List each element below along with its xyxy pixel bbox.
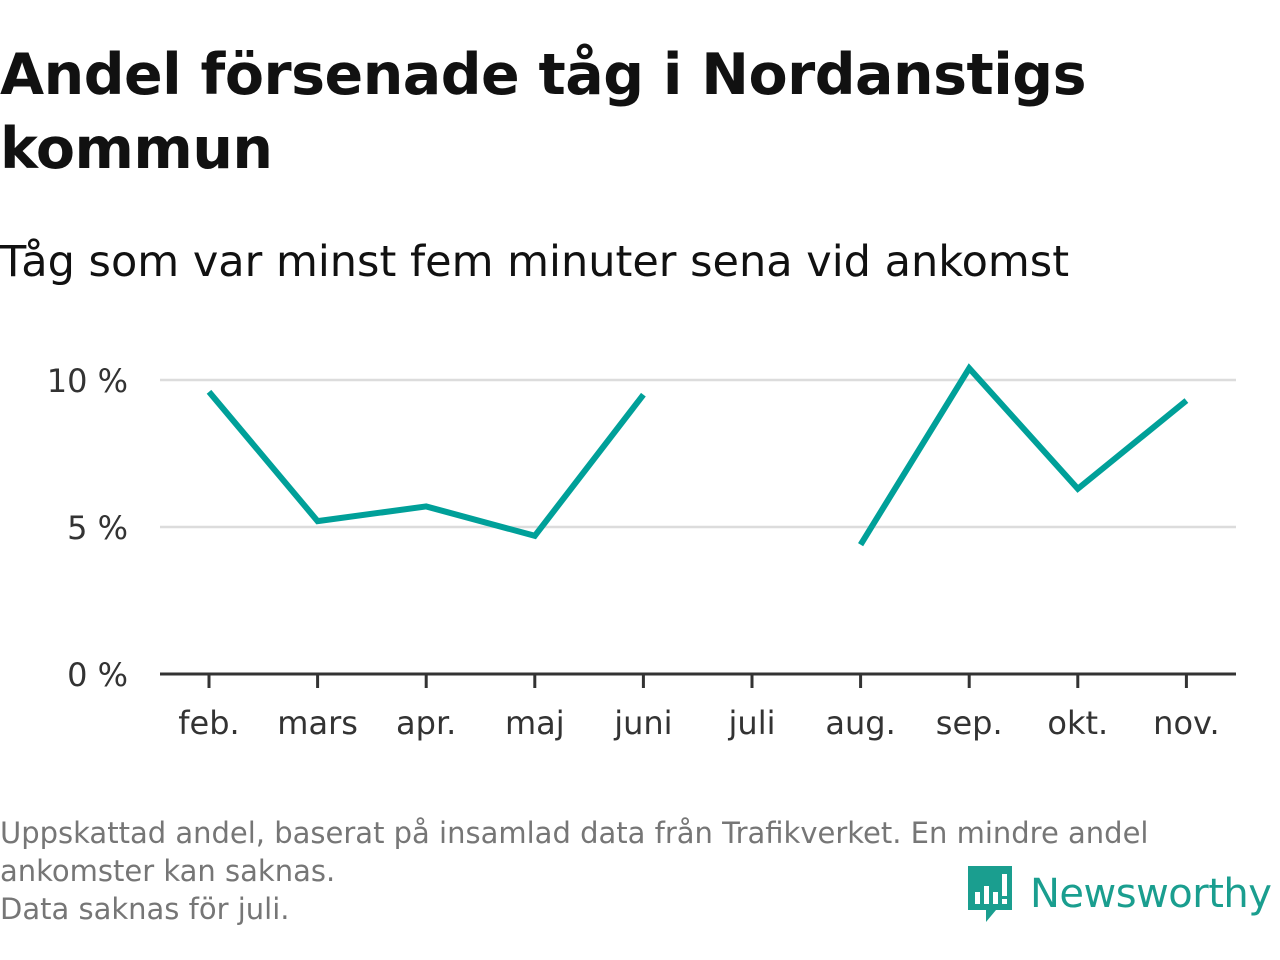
chart-title: Andel försenade tåg i Nordanstigs kommun	[0, 42, 1087, 182]
line-chart: 0 % 5 % 10 % feb. mars apr. maj juni juli aug. se…	[47, 362, 1236, 742]
gridlines	[160, 378, 1236, 529]
x-tick-label: nov.	[1153, 704, 1219, 742]
series-line-segment	[206, 389, 646, 540]
footnote-line-3: Data saknas för juli.	[0, 892, 290, 926]
x-tick-label: juni	[613, 704, 672, 742]
x-tick-label: okt.	[1047, 704, 1108, 742]
y-tick-label: 5 %	[67, 509, 128, 547]
newsworthy-logo-icon	[968, 866, 1012, 922]
footnote-line-1: Uppskattad andel, baserat på insamlad da…	[0, 816, 1149, 850]
x-tick-label: feb.	[178, 704, 239, 742]
x-tick-label: maj	[505, 704, 565, 742]
x-tick-label: juli	[728, 704, 776, 742]
x-tick-label: mars	[277, 704, 358, 742]
y-tick-label: 0 %	[67, 656, 128, 694]
x-tick-label: sep.	[936, 704, 1003, 742]
y-axis-ticks: 0 % 5 % 10 %	[47, 362, 128, 694]
x-axis: feb. mars apr. maj juni juli aug. sep. okt. nov.	[160, 672, 1236, 742]
brand-logo: Newsworthy	[964, 862, 1272, 926]
series-line-segment	[858, 363, 1189, 547]
brand-name: Newsworthy	[1030, 871, 1272, 917]
chart-subtitle: Tåg som var minst fem minuter sena vid a…	[0, 237, 1070, 287]
x-tick-label: aug.	[825, 704, 895, 742]
x-tick-label: apr.	[396, 704, 456, 742]
footnote-line-2: ankomster kan saknas.	[0, 854, 336, 888]
footnote: Uppskattad andel, baserat på insamlad da…	[0, 814, 1270, 928]
series-lines	[206, 363, 1189, 547]
y-tick-label: 10 %	[47, 362, 128, 400]
